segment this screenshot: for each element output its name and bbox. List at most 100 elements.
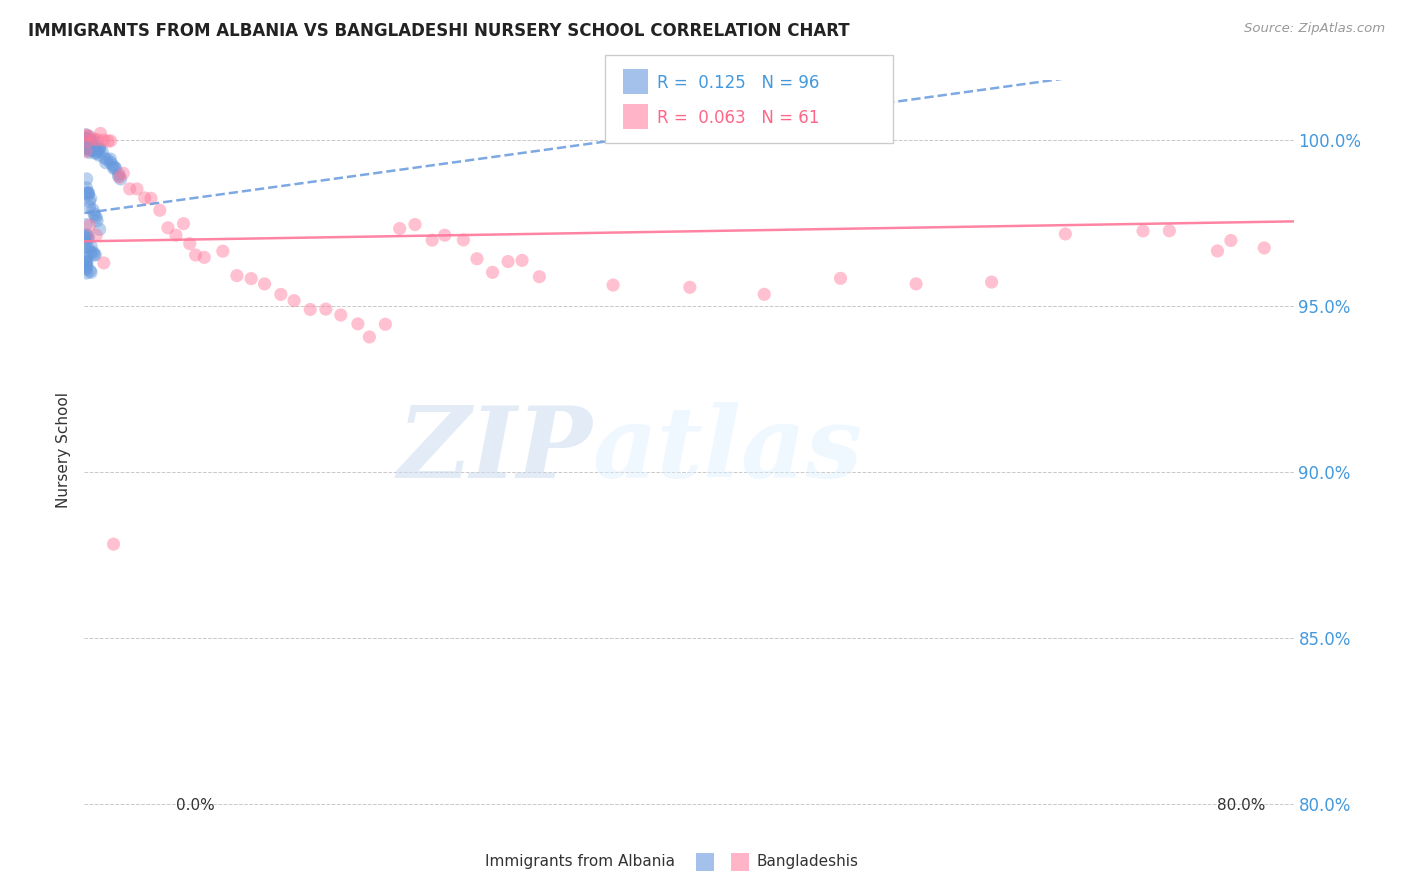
Point [76,251,98,265]
Point [1132,224,1154,238]
Text: 80.0%: 80.0% [1218,798,1265,814]
Point [76,136,98,150]
Point [404,218,426,232]
Point [83,207,105,221]
Point [76,266,98,280]
Point [108,170,131,185]
Point [388,221,411,235]
Point [77,244,100,259]
Point [75,218,97,232]
Point [453,233,475,247]
Point [139,191,162,205]
Point [76,172,98,186]
Point [79,194,101,209]
Point [125,182,148,196]
Point [77,141,100,155]
Point [98,152,121,166]
Point [76,142,98,156]
Point [76,132,98,146]
Point [359,330,381,344]
Point [179,236,201,251]
Point [80,239,103,253]
Point [89,142,111,156]
Point [80,141,103,155]
Point [77,187,100,202]
Point [1219,234,1241,248]
Point [80,140,103,154]
Text: R =  0.063   N = 61: R = 0.063 N = 61 [657,109,818,127]
Point [87,148,110,162]
Point [76,186,98,200]
Point [76,239,98,253]
Point [77,134,100,148]
Point [104,161,127,175]
Point [830,271,852,285]
Point [76,227,98,242]
Point [75,229,97,244]
Point [496,254,519,268]
Point [75,128,97,142]
Point [77,186,100,201]
Point [172,217,194,231]
Point [211,244,233,259]
Point [329,308,352,322]
Point [679,280,702,294]
Point [79,141,101,155]
Point [347,317,370,331]
Point [84,146,107,161]
Point [481,265,503,279]
Point [84,211,107,225]
Point [465,252,488,266]
Point [75,132,97,146]
Point [82,245,104,260]
Point [80,134,103,148]
Point [86,214,108,228]
Point [107,169,129,183]
Point [754,287,776,301]
Point [93,256,115,270]
Point [101,158,124,172]
Point [315,302,337,317]
Point [75,229,97,244]
Point [75,145,97,159]
Point [980,275,1002,289]
Point [98,155,121,169]
Point [96,153,118,167]
Point [184,248,207,262]
Point [79,141,101,155]
Point [97,134,120,148]
Point [82,134,104,148]
Point [165,228,187,243]
Point [75,261,97,276]
Point [75,136,97,151]
Point [75,256,97,270]
Point [86,145,108,160]
Point [75,240,97,254]
Point [100,134,122,148]
Point [80,143,103,157]
Point [80,265,103,279]
Point [75,131,97,145]
Point [82,202,104,217]
Point [433,228,456,243]
Point [83,142,105,156]
Point [89,140,111,154]
Point [83,132,105,146]
Point [76,258,98,272]
Point [83,248,105,262]
Text: R =  0.125   N = 96: R = 0.125 N = 96 [657,73,818,92]
Text: 0.0%: 0.0% [176,798,215,814]
Point [253,277,276,291]
Point [91,145,114,159]
Point [1253,241,1275,255]
Point [112,166,135,180]
Text: ZIP: ZIP [398,402,592,499]
Point [103,161,125,176]
Text: atlas: atlas [592,402,862,499]
Point [77,145,100,160]
Point [156,220,179,235]
Point [79,129,101,144]
Point [149,203,172,218]
Point [240,271,263,285]
Point [84,209,107,223]
